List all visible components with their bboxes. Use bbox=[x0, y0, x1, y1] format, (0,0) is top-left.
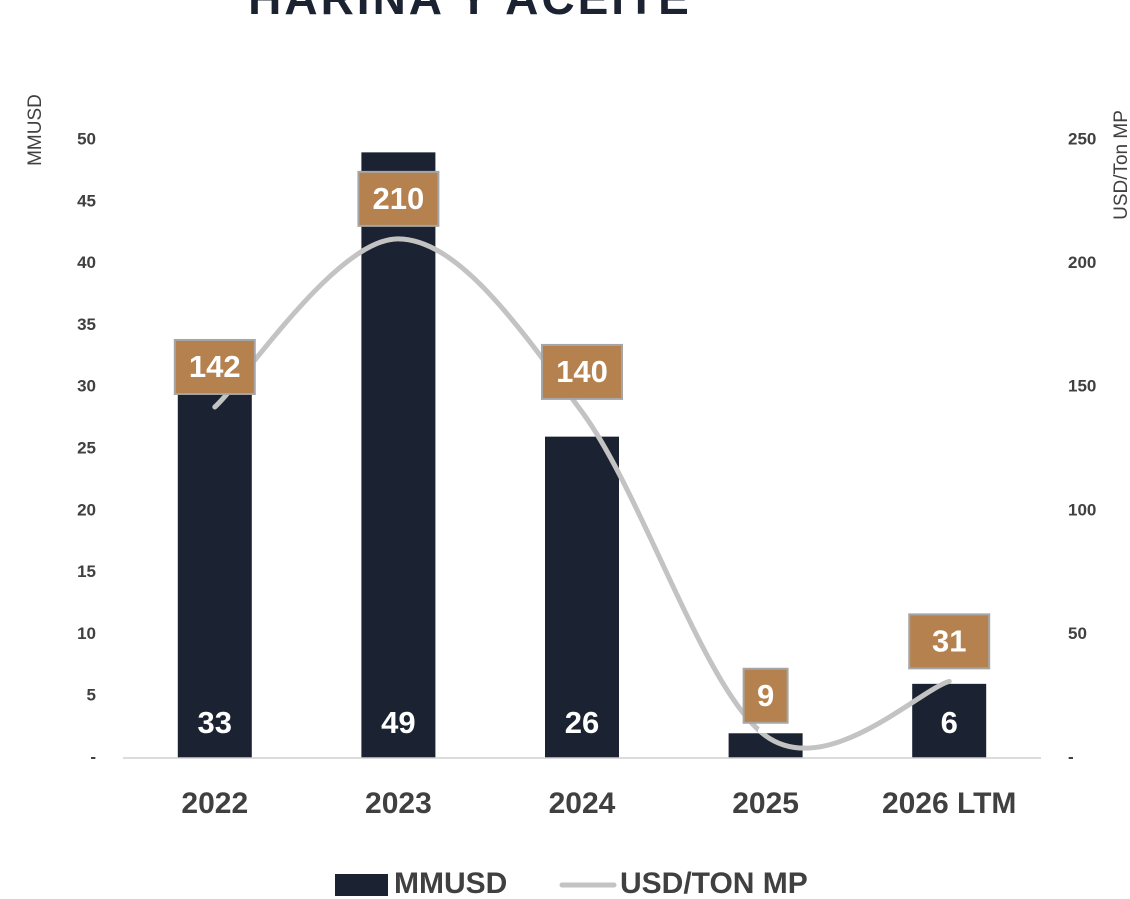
line-label-box bbox=[357, 170, 440, 227]
y-tick-label: 20 bbox=[77, 500, 96, 519]
y-tick-label: 45 bbox=[77, 191, 96, 210]
y-tick-label: 50 bbox=[77, 129, 96, 148]
line bbox=[212, 236, 952, 751]
y-tick-label: 10 bbox=[77, 624, 96, 643]
line-value-label: 140 bbox=[556, 354, 608, 389]
legend-label: MMUSD bbox=[394, 867, 507, 899]
y2-tick-label: 150 bbox=[1068, 377, 1096, 396]
y2-tick-label: 250 bbox=[1068, 129, 1096, 148]
legend-swatch bbox=[335, 874, 388, 896]
x-tick-label: 2026 LTM bbox=[882, 787, 1017, 820]
x-tick-label: 2023 bbox=[365, 787, 432, 820]
chart-title: HARINA Y ACEITE bbox=[248, 0, 692, 24]
line-label-box bbox=[908, 613, 991, 670]
bar-value-label: 26 bbox=[565, 705, 599, 740]
bar bbox=[545, 436, 619, 758]
y2-tick-label: 50 bbox=[1068, 624, 1087, 643]
y-tick-label: 40 bbox=[77, 253, 96, 272]
line-label-box bbox=[742, 667, 789, 724]
bar-value-label: 49 bbox=[381, 705, 415, 740]
bar bbox=[361, 152, 436, 759]
y2-tick-label: - bbox=[1068, 747, 1074, 766]
y-tick-label: 5 bbox=[87, 686, 96, 705]
line-value-label: 9 bbox=[757, 678, 774, 713]
line-label-box bbox=[541, 343, 623, 400]
x-tick-label: 2022 bbox=[181, 787, 248, 820]
y-tick-label: 30 bbox=[77, 377, 96, 396]
y2-tick-label: 200 bbox=[1068, 253, 1096, 272]
line-value-label: 142 bbox=[189, 349, 241, 384]
bar-value-label: 33 bbox=[198, 705, 232, 740]
y-axis-label: MMUSD bbox=[25, 94, 46, 166]
x-tick-label: 2024 bbox=[549, 787, 616, 820]
y-tick-label: 25 bbox=[77, 438, 96, 457]
x-tick-label: 2025 bbox=[732, 787, 799, 820]
bar bbox=[177, 350, 252, 758]
y-tick-label: 35 bbox=[77, 315, 96, 334]
legend-label: USD/TON MP bbox=[620, 867, 808, 899]
line-value-label: 210 bbox=[373, 181, 425, 216]
line-label-box bbox=[173, 338, 256, 395]
y-tick-label: - bbox=[90, 747, 96, 766]
line-value-label: 31 bbox=[932, 624, 966, 659]
y-tick-label: 15 bbox=[77, 562, 96, 581]
y2-tick-label: 100 bbox=[1068, 500, 1096, 519]
y2-axis-label: USD/Ton MP bbox=[1111, 110, 1130, 220]
bar-value-label: 6 bbox=[941, 705, 958, 740]
